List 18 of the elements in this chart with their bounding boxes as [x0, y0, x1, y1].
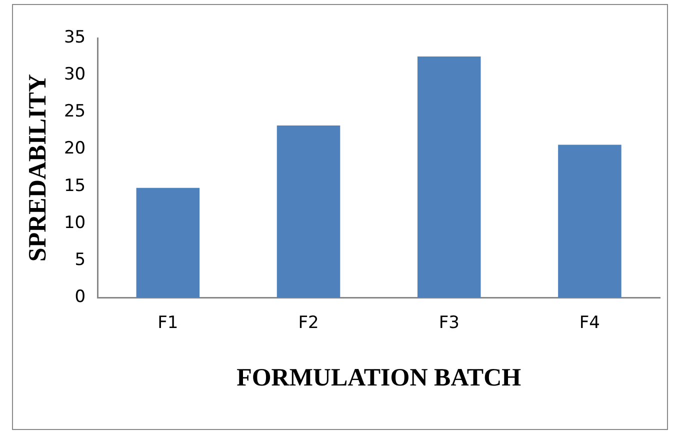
y-tick-label: 10: [64, 212, 86, 233]
y-tick-label: 0: [74, 287, 86, 308]
y-tick-label: 5: [74, 250, 86, 270]
y-tick-label: 35: [64, 27, 86, 48]
y-tick-label: 30: [64, 64, 86, 85]
bar: [417, 56, 481, 298]
bar: [136, 188, 200, 298]
y-tick-label: 20: [64, 138, 86, 159]
bar: [276, 126, 340, 298]
bar: [558, 144, 622, 298]
y-tick-label: 15: [64, 176, 86, 196]
y-axis-title: SPREDABILITY: [24, 74, 52, 262]
x-tick-label: F1: [158, 313, 178, 334]
x-tick-label: F3: [438, 313, 460, 334]
x-axis-title: FORMULATION BATCH: [236, 364, 522, 392]
y-tick-label: 25: [64, 102, 86, 122]
x-tick-label: F4: [579, 313, 600, 334]
x-tick-label: F2: [298, 313, 319, 334]
